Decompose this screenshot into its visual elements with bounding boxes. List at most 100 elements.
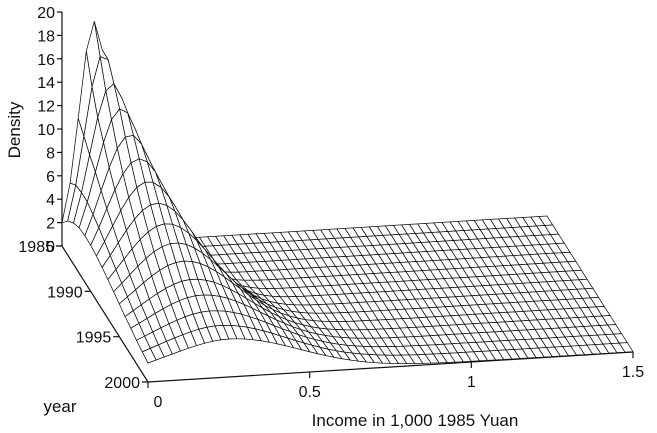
surface-cell (383, 234, 397, 245)
surface-cell (386, 319, 400, 329)
surface-cell (247, 290, 262, 299)
surface-cell (573, 270, 588, 280)
surface-cell (402, 318, 417, 328)
surface-cell (312, 295, 327, 305)
surface-cell (240, 289, 255, 304)
surface-cell (366, 235, 381, 246)
surface-cell (305, 319, 320, 329)
surface-cell (375, 263, 390, 273)
surface-cell (543, 262, 558, 273)
surface-cell (159, 265, 174, 289)
surface-cell (310, 239, 324, 249)
surface-cell (524, 339, 539, 349)
surface-cell (236, 279, 250, 288)
surface-cell (425, 354, 439, 364)
surface-cell (485, 303, 500, 314)
surface-cell (245, 243, 260, 253)
surface-cell (244, 304, 258, 320)
surface-cell (553, 318, 568, 328)
surface-cell (448, 324, 463, 335)
surface-cell (447, 296, 462, 307)
surface-cell (559, 327, 573, 337)
surface-cell (537, 253, 552, 264)
surface-cell (315, 313, 330, 322)
surface-cell (199, 236, 214, 247)
surface-cell (485, 238, 500, 248)
surface-cell (219, 254, 233, 264)
surface-cell (330, 343, 345, 353)
surface-cell (264, 305, 279, 317)
surface-cell (425, 288, 440, 299)
surface-cell (369, 320, 384, 330)
surface-cell (314, 285, 329, 296)
surface-cell (300, 329, 315, 340)
surface-cell (241, 314, 256, 329)
surface-cell (239, 326, 254, 340)
surface-cell (340, 246, 354, 257)
surface-cell (455, 230, 470, 240)
surface-cell (496, 228, 510, 238)
surface-cell (421, 335, 436, 346)
surface-cell (175, 261, 190, 282)
surface-cell (433, 353, 448, 363)
surface-cell (247, 233, 262, 244)
surface-cell (542, 234, 557, 245)
surface-cell (81, 154, 96, 202)
surface-cell (232, 282, 247, 299)
surface-cell (167, 262, 182, 285)
surface-cell (393, 224, 408, 235)
surface-cell (578, 345, 593, 355)
surface-cell (546, 347, 561, 357)
surface-cell (438, 269, 453, 279)
surface-cell (497, 256, 511, 266)
surface-cell (227, 298, 242, 315)
income-tick-label: 0 (154, 394, 163, 411)
surface-cell (537, 319, 552, 329)
surface-cell (201, 311, 215, 328)
surface-cell (518, 329, 533, 340)
surface-cell (280, 231, 295, 242)
surface-cell (374, 235, 389, 245)
surface-cell (475, 313, 489, 324)
surface-cell (273, 260, 287, 270)
surface-cell (363, 283, 377, 293)
surface-cell (409, 354, 423, 364)
surface-cell (361, 320, 376, 330)
surface-cell (596, 306, 611, 316)
surface-cell (538, 216, 553, 226)
surface-cell (396, 243, 411, 253)
surface-cell (254, 270, 269, 281)
surface-cell (297, 318, 311, 327)
surface-cell (358, 236, 373, 246)
surface-cell (324, 335, 339, 345)
surface-cell (291, 249, 306, 260)
surface-cell (545, 253, 560, 263)
surface-cell (267, 251, 282, 261)
surface-cell (522, 282, 537, 293)
surface-cell (367, 264, 382, 274)
surface-cell (478, 332, 493, 342)
surface-cell (488, 228, 502, 238)
surface-cell (249, 316, 264, 331)
surface-cell (394, 253, 409, 263)
surface-mesh (61, 21, 634, 364)
surface-cell (531, 310, 546, 320)
surface-cell (251, 294, 265, 306)
surface-cell (568, 289, 583, 299)
surface-cell (248, 294, 263, 308)
surface-cell (511, 264, 525, 275)
surface-cell (531, 244, 546, 255)
surface-cell (239, 234, 254, 244)
surface-cell (443, 343, 458, 354)
surface-cell (312, 345, 326, 356)
surface-cell (359, 264, 374, 274)
surface-cell (407, 233, 421, 243)
surface-cell (565, 270, 580, 281)
surface-cell (607, 324, 622, 335)
surface-cell (273, 325, 288, 339)
surface-cell (460, 277, 474, 287)
surface-cell (186, 244, 201, 264)
surface-cell (187, 295, 202, 315)
surface-cell (403, 345, 418, 355)
surface-cell (399, 327, 414, 337)
